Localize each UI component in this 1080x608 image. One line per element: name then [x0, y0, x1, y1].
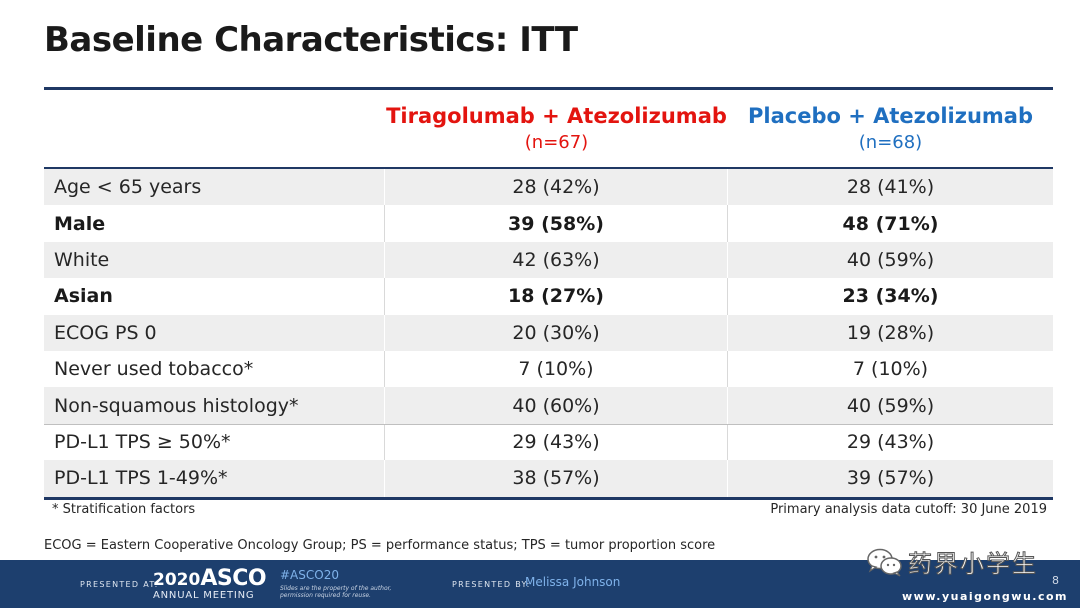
row-value-placebo: 39 (57%) — [846, 467, 935, 490]
arm-name-tiragolumab: Tiragolumab + Atezolizumab — [386, 104, 727, 128]
table-row: Male 39 (58%) 48 (71%) — [44, 205, 1053, 242]
row-label: Never used tobacco* — [44, 350, 385, 388]
annual-meeting-label: ANNUAL MEETING — [153, 590, 255, 601]
table-row: PD-L1 TPS ≥ 50%* 29 (43%) 29 (43%) — [44, 423, 1053, 461]
row-value-tiragolumab: 7 (10%) — [385, 350, 728, 388]
row-value-placebo: 40 (59%) — [846, 394, 935, 417]
asco-wordmark: ASCO — [200, 566, 267, 591]
row-label: Male — [44, 205, 385, 242]
row-value-placebo: 19 (28%) — [846, 321, 935, 344]
page-number: 8 — [1052, 574, 1059, 587]
row-value-tiragolumab: 38 (57%) — [385, 460, 728, 497]
asco-year: 2020 — [153, 570, 201, 590]
stratification-footnote: * Stratification factors — [52, 502, 196, 517]
row-label: White — [44, 241, 385, 279]
presenter-name: Melissa Johnson — [525, 575, 621, 589]
data-cutoff-note: Primary analysis data cutoff: 30 June 20… — [770, 502, 1047, 517]
table-row: ECOG PS 0 20 (30%) 19 (28%) — [44, 314, 1053, 351]
table-row: PD-L1 TPS 1-49%* 38 (57%) 39 (57%) — [44, 460, 1053, 497]
table-row: White 42 (63%) 40 (59%) — [44, 241, 1053, 279]
website-watermark: www.yuaigongwu.com — [902, 590, 1069, 603]
arm-name-placebo: Placebo + Atezolizumab — [748, 104, 1033, 128]
row-value-tiragolumab: 39 (58%) — [385, 205, 728, 242]
footer-bar: PRESENTED AT: 2020ASCO ANNUAL MEETING #A… — [0, 560, 1080, 608]
watermark-text: 药界小学生 — [908, 550, 1038, 579]
baseline-table: Tiragolumab + Atezolizumab (n=67) Placeb… — [44, 87, 1053, 500]
row-value-tiragolumab: 20 (30%) — [385, 314, 728, 351]
header-empty-cell — [44, 90, 385, 167]
wechat-icon — [867, 548, 902, 577]
presented-by-label: PRESENTED BY: — [452, 580, 531, 589]
row-value-placebo: 40 (59%) — [846, 248, 935, 271]
abbreviations-note: ECOG = Eastern Cooperative Oncology Grou… — [44, 538, 716, 553]
row-value-placebo: 48 (71%) — [842, 212, 939, 235]
slide-disclaimer: Slides are the property of the author, p… — [280, 585, 392, 599]
row-value-tiragolumab: 40 (60%) — [385, 387, 728, 424]
table-header-rule — [44, 167, 1053, 169]
hashtag: #ASCO20 — [280, 568, 339, 582]
row-label: Asian — [44, 278, 385, 315]
table-row: Non-squamous histology* 40 (60%) 40 (59%… — [44, 387, 1053, 424]
row-label: Non-squamous histology* — [44, 387, 385, 424]
arm-n-tiragolumab: (n=67) — [524, 132, 589, 153]
header-placebo-arm: Placebo + Atezolizumab (n=68) — [728, 90, 1053, 167]
table-header-row: Tiragolumab + Atezolizumab (n=67) Placeb… — [44, 90, 1053, 167]
row-value-tiragolumab: 18 (27%) — [385, 278, 728, 315]
table-row: Asian 18 (27%) 23 (34%) — [44, 278, 1053, 315]
row-label: ECOG PS 0 — [44, 314, 385, 351]
slide-title: Baseline Characteristics: ITT — [44, 20, 578, 60]
table-top-rule — [44, 87, 1053, 90]
arm-n-placebo: (n=68) — [858, 132, 923, 153]
row-value-placebo: 28 (41%) — [846, 176, 935, 199]
header-tiragolumab-arm: Tiragolumab + Atezolizumab (n=67) — [385, 90, 728, 167]
row-value-tiragolumab: 29 (43%) — [385, 424, 728, 461]
row-value-placebo: 7 (10%) — [852, 358, 929, 381]
presented-at-label: PRESENTED AT: — [80, 580, 159, 589]
row-label: Age < 65 years — [44, 169, 385, 206]
table-row: Never used tobacco* 7 (10%) 7 (10%) — [44, 350, 1053, 388]
asco-logo: 2020ASCO — [153, 566, 267, 591]
wechat-watermark: 药界小学生 — [866, 544, 1038, 579]
row-label: PD-L1 TPS ≥ 50%* — [44, 424, 385, 461]
row-label: PD-L1 TPS 1-49%* — [44, 460, 385, 497]
row-value-placebo: 29 (43%) — [846, 431, 935, 454]
table-row: Age < 65 years 28 (42%) 28 (41%) — [44, 169, 1053, 206]
table-bottom-rule — [44, 496, 1053, 500]
row-value-placebo: 23 (34%) — [842, 285, 939, 308]
row-value-tiragolumab: 42 (63%) — [385, 241, 728, 279]
row-value-tiragolumab: 28 (42%) — [385, 169, 728, 206]
